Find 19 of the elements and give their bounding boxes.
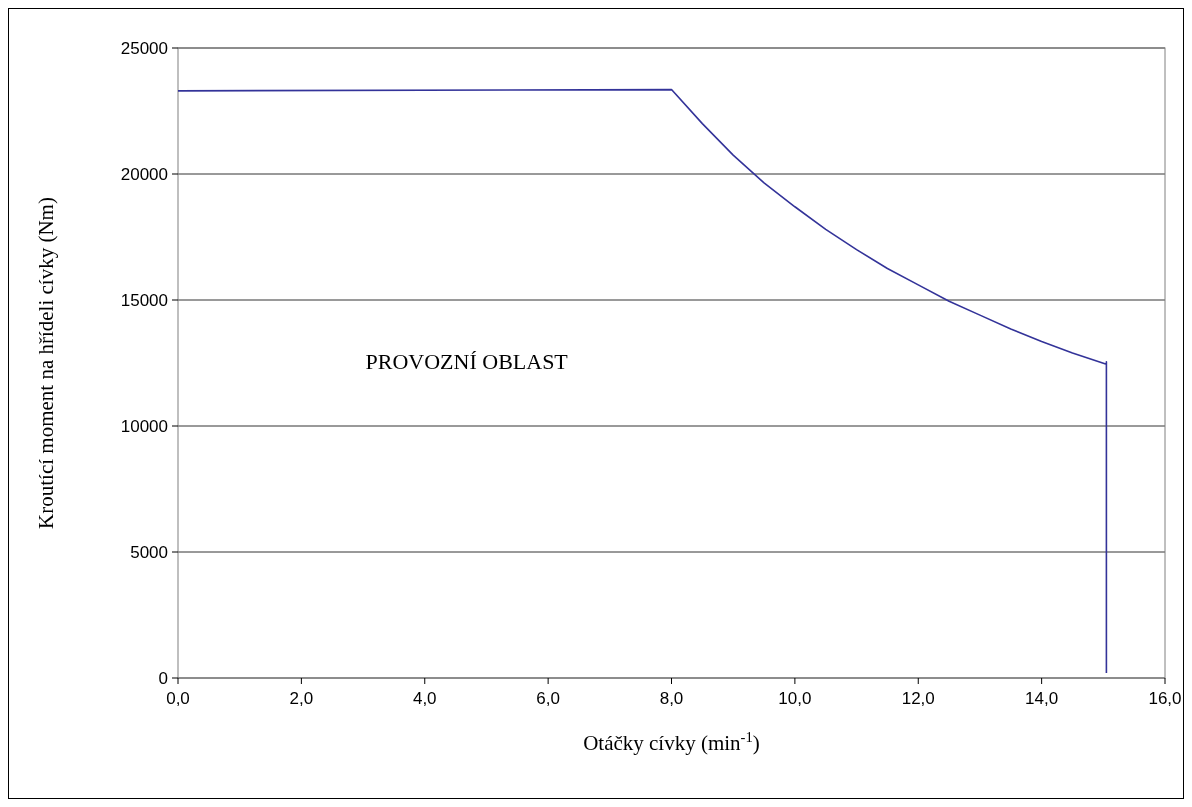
x-tick-label: 8,0: [659, 689, 684, 708]
x-tick-label: 2,0: [289, 689, 314, 708]
x-tick-label: 16,0: [1148, 689, 1182, 708]
y-tick-label: 15000: [120, 291, 168, 310]
y-tick-label: 5000: [130, 543, 168, 562]
y-tick-label: 0: [158, 669, 168, 688]
y-axis-title: Kroutící moment na hřídeli cívky (Nm): [34, 197, 58, 529]
x-tick-label: 6,0: [536, 689, 560, 708]
x-axis-title: Otáčky cívky (min$^{-1}$): [583, 729, 760, 755]
x-tick-label: 12,0: [901, 689, 935, 708]
x-tick-label: 4,0: [412, 689, 437, 708]
y-tick-label: 20000: [120, 165, 168, 184]
line-series: [177, 88, 1108, 674]
x-tick-label: 10,0: [778, 689, 812, 708]
x-tick-label: 0,0: [166, 689, 190, 708]
annotation: PROVOZNÍ OBLAST: [365, 349, 569, 375]
y-tick-label: 25000: [120, 39, 168, 58]
y-tick-label: 10000: [120, 417, 168, 436]
x-tick-label: 14,0: [1025, 689, 1059, 708]
